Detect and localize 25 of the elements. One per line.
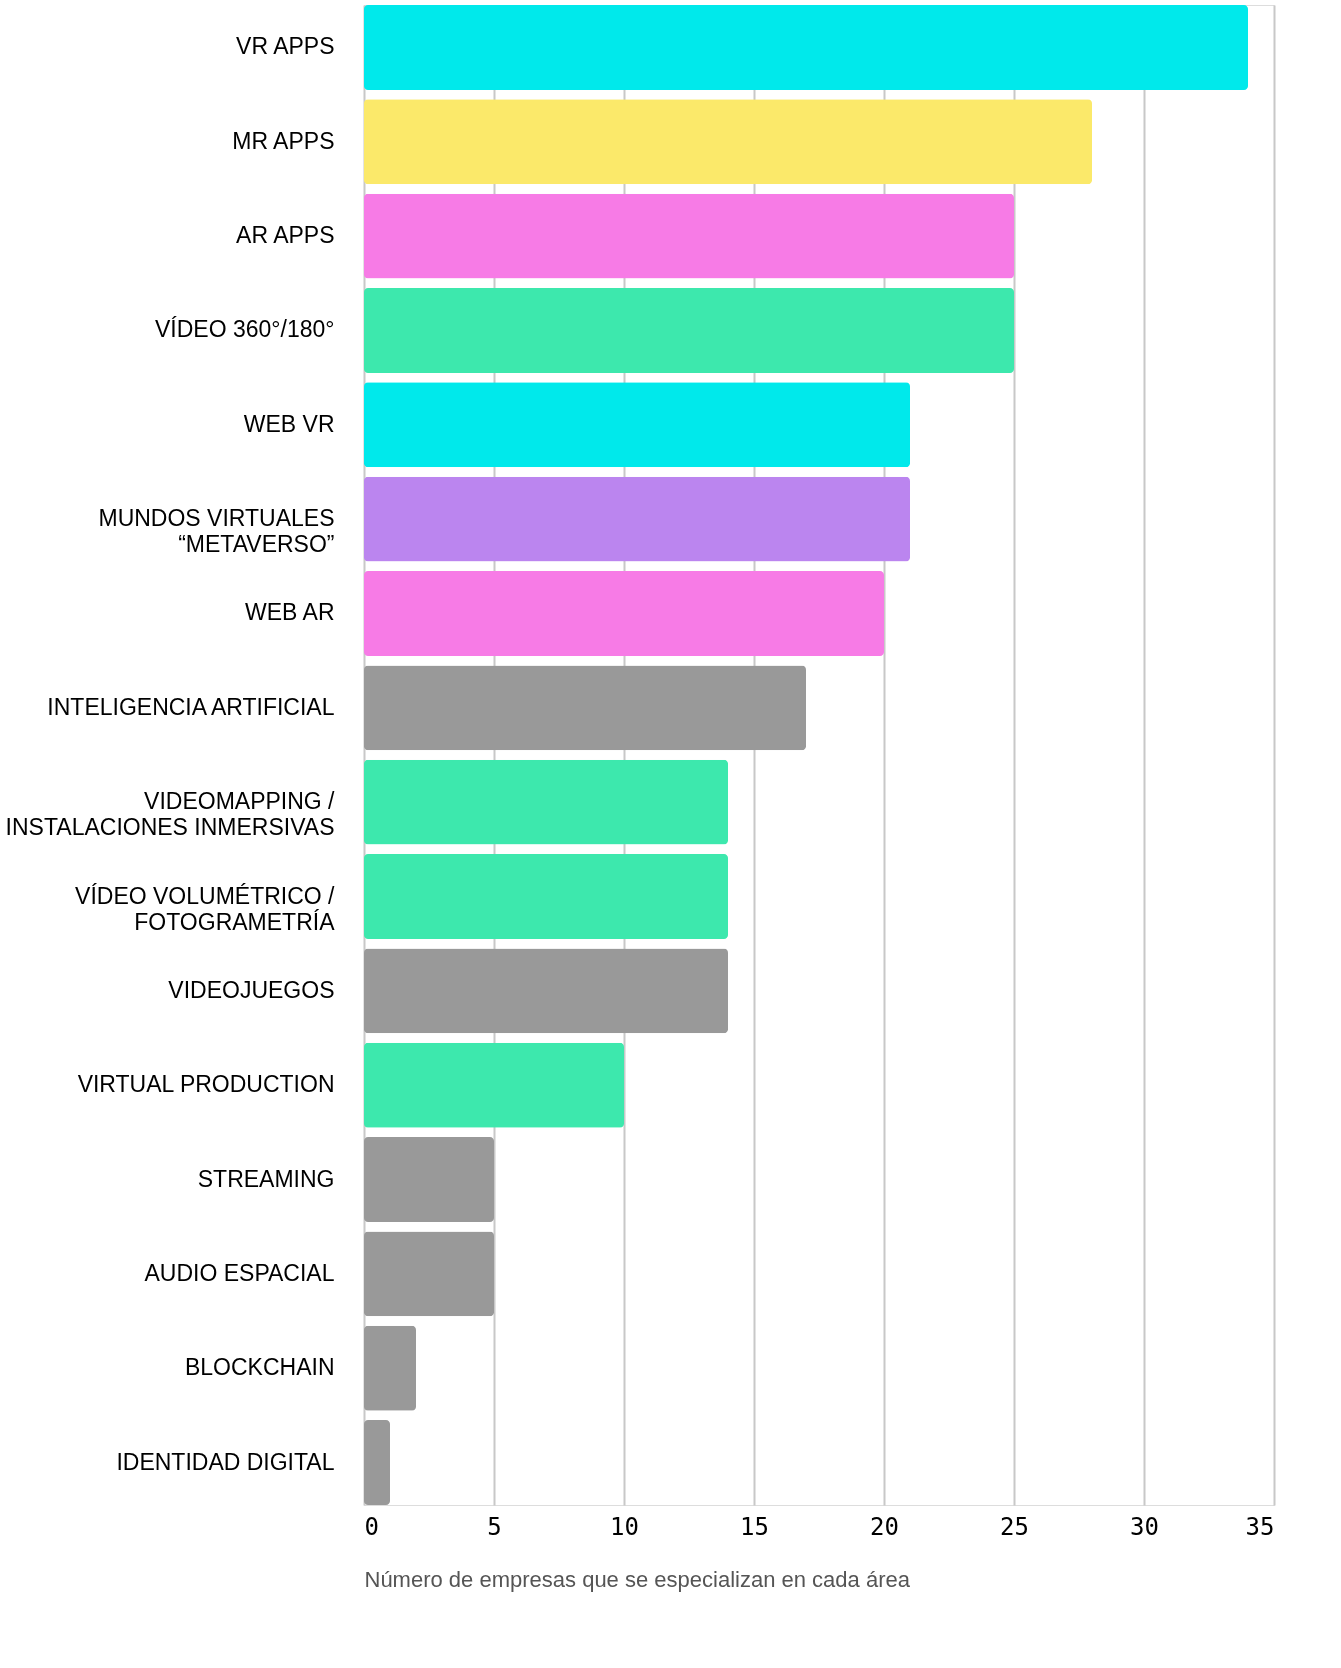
y-tick-label: VIDEOMAPPING / INSTALACIONES INMERSIVAS xyxy=(5,788,336,841)
y-tick-label: VR APPS xyxy=(236,33,335,60)
y-tick-label: WEB AR xyxy=(245,599,335,626)
y-tick-label: MR APPS xyxy=(232,127,335,154)
y-tick-label: VÍDEO VOLUMÉTRICO / FOTOGRAMETRÍA xyxy=(75,882,336,935)
x-tick-label: 25 xyxy=(1000,1512,1029,1541)
x-tick-label: 10 xyxy=(610,1512,639,1541)
x-axis-title: Número de empresas que se especializan en cada área xyxy=(364,1566,911,1592)
x-tick-label: 30 xyxy=(1130,1512,1159,1541)
y-tick-label: STREAMING xyxy=(197,1165,335,1192)
y-tick-label: INTELIGENCIA ARTIFICIAL xyxy=(47,693,335,720)
y-tick-label: AUDIO ESPACIAL xyxy=(144,1259,335,1286)
y-tick-label: VIRTUAL PRODUCTION xyxy=(77,1071,335,1098)
y-tick-label: IDENTIDAD DIGITAL xyxy=(116,1448,335,1475)
y-tick-label: VÍDEO 360°/180° xyxy=(155,316,335,343)
x-tick-label: 5 xyxy=(487,1512,502,1541)
x-tick-label: 35 xyxy=(1245,1512,1275,1541)
y-tick-label: AR APPS xyxy=(236,222,335,249)
x-tick-label: 15 xyxy=(740,1512,769,1541)
y-tick-label: BLOCKCHAIN xyxy=(184,1354,335,1381)
x-tick-label: 0 xyxy=(364,1512,379,1541)
y-tick-label: WEB VR xyxy=(243,410,335,437)
y-tick-label: MUNDOS VIRTUALES “METAVERSO” xyxy=(98,505,335,558)
y-tick-label: VIDEOJUEGOS xyxy=(168,976,335,1003)
x-tick-label: 20 xyxy=(870,1512,899,1541)
